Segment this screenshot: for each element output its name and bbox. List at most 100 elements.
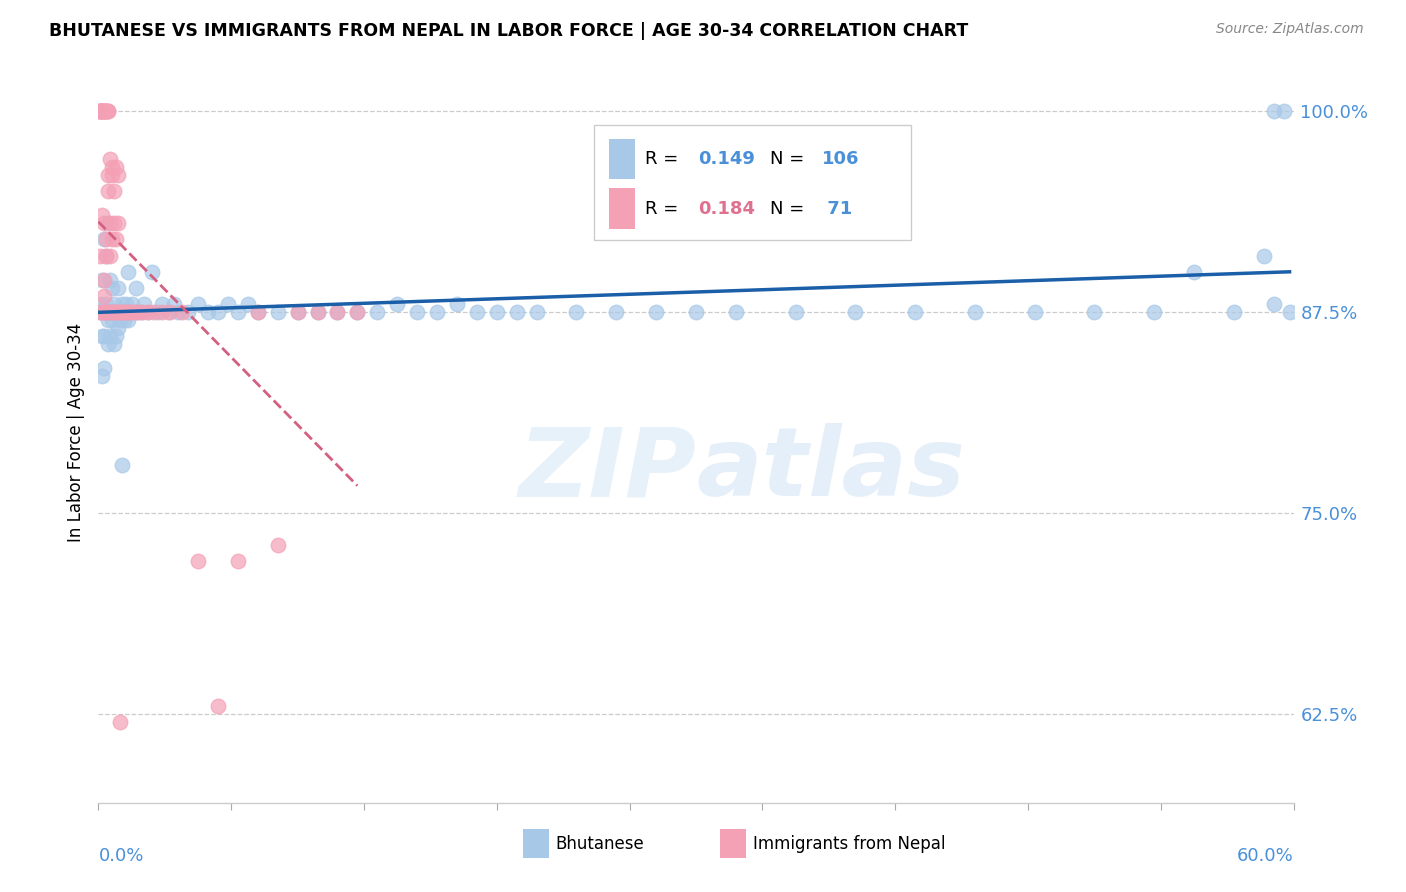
- Point: [89, 103, 111, 118]
- Point: [101, 305, 124, 319]
- Point: [103, 216, 125, 230]
- Point: [89, 249, 111, 263]
- Point: [96, 232, 118, 246]
- Point: [93, 305, 115, 319]
- Point: [963, 305, 986, 319]
- Point: [107, 168, 129, 182]
- Point: [1272, 103, 1295, 118]
- Point: [91, 305, 114, 319]
- Point: [91, 329, 114, 343]
- Point: [91, 103, 114, 118]
- Point: [93, 289, 115, 303]
- Point: [93, 216, 115, 230]
- Point: [187, 554, 209, 568]
- Point: [124, 305, 146, 319]
- Point: [136, 305, 159, 319]
- Point: [98, 216, 122, 230]
- Point: [127, 305, 149, 319]
- Point: [150, 297, 173, 311]
- Point: [98, 249, 122, 263]
- Point: [96, 297, 118, 311]
- Point: [101, 281, 124, 295]
- Point: [97, 103, 120, 118]
- Point: [91, 103, 114, 118]
- Point: [93, 305, 115, 319]
- Point: [157, 305, 180, 319]
- Point: [115, 297, 138, 311]
- Point: [98, 305, 122, 319]
- Point: [136, 305, 159, 319]
- Point: [131, 305, 153, 319]
- Point: [131, 305, 153, 319]
- Point: [107, 321, 129, 335]
- Point: [110, 305, 132, 319]
- Point: [307, 305, 329, 319]
- Point: [91, 369, 114, 384]
- Point: [97, 337, 120, 351]
- Text: R =: R =: [644, 200, 683, 218]
- Point: [385, 297, 409, 311]
- Text: BHUTANESE VS IMMIGRANTS FROM NEPAL IN LABOR FORCE | AGE 30-34 CORRELATION CHART: BHUTANESE VS IMMIGRANTS FROM NEPAL IN LA…: [49, 22, 969, 40]
- Point: [101, 232, 124, 246]
- Point: [1263, 297, 1285, 311]
- Point: [103, 305, 125, 319]
- Point: [207, 699, 229, 714]
- Point: [93, 273, 115, 287]
- Point: [1223, 305, 1246, 319]
- Point: [93, 103, 115, 118]
- Point: [1182, 265, 1205, 279]
- Point: [107, 305, 129, 319]
- Text: Bhutanese: Bhutanese: [555, 835, 644, 853]
- Point: [97, 305, 120, 319]
- Point: [98, 305, 122, 319]
- Point: [236, 297, 259, 311]
- Point: [685, 305, 707, 319]
- Point: [89, 297, 111, 311]
- Text: 60.0%: 60.0%: [1237, 847, 1294, 865]
- Point: [465, 305, 488, 319]
- Point: [98, 273, 122, 287]
- Point: [93, 305, 115, 319]
- Text: ZIP: ZIP: [517, 423, 696, 516]
- Point: [904, 305, 927, 319]
- Point: [97, 216, 120, 230]
- Point: [267, 305, 290, 319]
- Point: [96, 305, 118, 319]
- Point: [105, 305, 128, 319]
- Point: [406, 305, 429, 319]
- Point: [91, 103, 114, 118]
- Point: [177, 305, 200, 319]
- Point: [141, 265, 163, 279]
- Point: [89, 305, 111, 319]
- Point: [96, 305, 118, 319]
- Point: [89, 103, 111, 118]
- Point: [605, 305, 627, 319]
- Point: [97, 103, 120, 118]
- Point: [101, 305, 124, 319]
- Point: [93, 232, 115, 246]
- Point: [645, 305, 668, 319]
- Point: [103, 297, 125, 311]
- Point: [103, 305, 125, 319]
- Point: [96, 103, 118, 118]
- Point: [125, 281, 148, 295]
- Point: [115, 305, 138, 319]
- Point: [217, 297, 239, 311]
- Point: [96, 103, 118, 118]
- Text: R =: R =: [644, 151, 683, 169]
- Point: [98, 305, 122, 319]
- Point: [107, 216, 129, 230]
- Point: [526, 305, 548, 319]
- Point: [111, 305, 134, 319]
- Point: [101, 168, 124, 182]
- Point: [117, 305, 139, 319]
- Point: [105, 305, 128, 319]
- Point: [97, 313, 120, 327]
- Point: [246, 305, 269, 319]
- Y-axis label: In Labor Force | Age 30-34: In Labor Force | Age 30-34: [66, 323, 84, 542]
- Bar: [523, 829, 548, 858]
- Point: [103, 337, 125, 351]
- Point: [287, 305, 309, 319]
- Point: [91, 273, 114, 287]
- Point: [110, 715, 132, 730]
